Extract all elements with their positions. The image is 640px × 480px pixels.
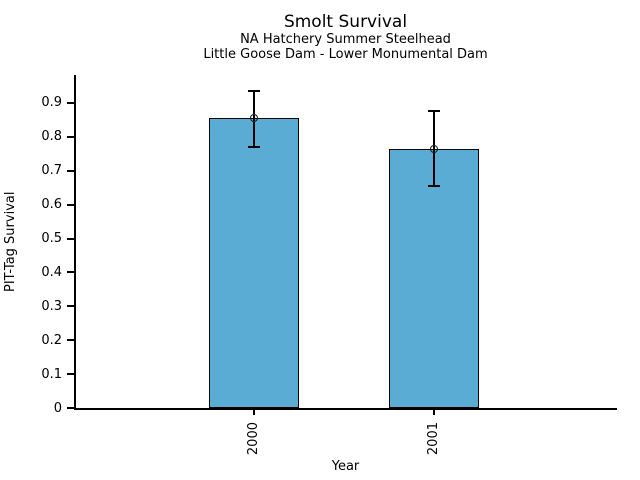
y-tick-mark	[67, 169, 74, 172]
x-axis-label: Year	[331, 459, 360, 474]
y-tick-label: 0.8	[41, 129, 62, 145]
y-tick-label: 0.9	[41, 95, 62, 111]
y-tick-label: 0	[53, 400, 62, 416]
chart-title: Smolt Survival	[283, 12, 408, 32]
plot-area: 0 0.1 0.2 0.3 0.4 0.5 0.6 0.7 0.8 0.9 2000 2001	[41, 75, 617, 455]
y-tick-mark	[67, 305, 74, 308]
chart-subtitle-line1: NA Hatchery Summer Steelhead	[240, 32, 451, 47]
error-bar-cap-bottom-2001	[428, 184, 440, 187]
y-tick-label: 0.3	[41, 298, 62, 314]
x-tick-mark-2001	[433, 410, 435, 415]
error-bar-cap-top-2001	[428, 110, 440, 113]
error-bar-cap-top-2000	[247, 90, 260, 93]
y-tick-mark	[67, 407, 74, 409]
y-tick-mark	[67, 203, 74, 206]
point-marker-2001	[430, 144, 438, 153]
y-axis-line	[74, 75, 76, 410]
x-axis-line	[74, 408, 617, 410]
y-tick-label: 0.7	[41, 163, 62, 179]
y-tick-mark	[67, 373, 74, 376]
bar-2000	[208, 118, 299, 408]
x-tick-label-2001: 2001	[426, 422, 441, 456]
y-tick-mark	[67, 339, 74, 342]
y-tick-label: 0.2	[41, 332, 62, 348]
y-tick-label: 0.4	[41, 264, 62, 280]
y-tick-label: 0.1	[41, 366, 62, 382]
point-marker-2000	[249, 114, 258, 123]
y-tick-mark	[67, 101, 74, 104]
y-tick-mark	[67, 237, 74, 240]
bar-2001	[389, 148, 479, 408]
y-axis-label: PIT-Tag Survival	[3, 191, 18, 292]
y-tick-label: 0.5	[41, 231, 62, 246]
y-tick-mark	[67, 271, 74, 274]
error-bar-cap-bottom-2000	[247, 145, 260, 148]
y-tick-mark	[67, 135, 74, 138]
chart-subtitle-line2: Little Goose Dam - Lower Monumental Dam	[203, 47, 488, 62]
y-tick-label: 0.6	[41, 197, 62, 213]
x-tick-label-2000: 2000	[245, 422, 261, 456]
x-tick-mark-2000	[252, 410, 255, 415]
